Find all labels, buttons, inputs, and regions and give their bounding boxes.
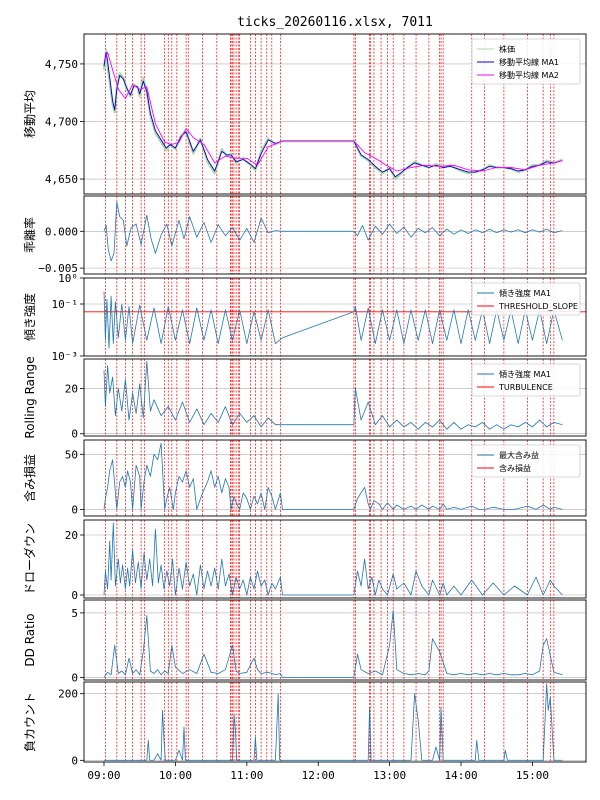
- y-tick-label: 4,650: [45, 173, 78, 186]
- series-line-移動平均線 MA2: [103, 51, 563, 172]
- panel-plot-area: [84, 278, 586, 356]
- series-line-傾き強度 MA1: [103, 291, 563, 349]
- x-tick-label: 09:00: [87, 769, 120, 782]
- panel-frame: [83, 33, 587, 195]
- y-tick-label: 4,700: [45, 115, 78, 128]
- y-tick-label: 0: [71, 503, 78, 516]
- legend-entry: 傾き強度 MA1: [499, 288, 551, 298]
- panel-8: 0 200 負カウント: [23, 681, 587, 767]
- y-axis-label: 傾き強度: [22, 293, 37, 341]
- legend-entry: 移動平均線 MA1: [499, 57, 559, 67]
- legend-box: [471, 363, 581, 397]
- panel-frame: [83, 681, 587, 763]
- panel-frame: [83, 358, 587, 437]
- y-axis-label: 乖離率: [22, 217, 37, 253]
- legend-entry: THRESHOLD_SLOPE: [498, 302, 578, 311]
- series-line-DD Ratio: [103, 609, 563, 678]
- x-tick-label: 10:00: [159, 769, 192, 782]
- x-tick-label: 15:00: [516, 769, 549, 782]
- panel-plot-area: [84, 359, 586, 436]
- panel-plot-area: [84, 196, 586, 274]
- panel-frame: [83, 195, 587, 275]
- panel-7: 0 5 DD Ratio: [23, 599, 587, 684]
- series-line-Rolling Range: [103, 360, 563, 430]
- x-axis: 09:00 10:00 11:00 12:00 13:00 14:00 15:00: [87, 762, 549, 782]
- y-tick-label: 0.000: [45, 225, 78, 238]
- x-tick-label: 11:00: [230, 769, 263, 782]
- y-tick-label: 20: [65, 382, 78, 395]
- y-tick-label: 5: [71, 607, 78, 620]
- y-axis-label: 含み損益: [22, 454, 37, 502]
- legend: 傾き強度 MA1 THRESHOLD_SLOPE: [471, 282, 581, 316]
- legend-entry: TURBULENCE: [498, 383, 553, 392]
- legend-box: [471, 444, 581, 478]
- legend-box: [471, 282, 581, 316]
- x-tick-label: 12:00: [302, 769, 335, 782]
- y-tick-label: 10⁻³: [52, 350, 79, 363]
- legend-entry: 移動平均線 MA2: [499, 70, 559, 80]
- panel-frame: [83, 439, 587, 517]
- panel-plot-area: [84, 600, 586, 680]
- panel-plot-area: [84, 682, 586, 762]
- panel-plot-area: [84, 520, 586, 598]
- panel-4: 0 20 Rolling Range 傾き強度 MA1 TURBULENCE: [23, 356, 587, 441]
- y-tick-label: 200: [58, 688, 78, 701]
- y-axis-label: 移動平均: [23, 90, 37, 138]
- legend-entry: 最大含み益: [499, 450, 539, 460]
- panel-frame: [83, 599, 587, 681]
- legend: 傾き強度 MA1 TURBULENCE: [471, 363, 581, 397]
- y-tick-label: 0: [71, 671, 78, 684]
- y-tick-label: 50: [65, 448, 78, 461]
- panel-plot-area: [84, 34, 586, 194]
- y-axis-label: 負カウント: [23, 692, 37, 752]
- y-tick-label: 4,750: [45, 58, 78, 71]
- y-tick-label: 0: [71, 589, 78, 602]
- panel-frame: [83, 519, 587, 599]
- y-axis-label: DD Ratio: [23, 613, 37, 666]
- legend-entry: 傾き強度 MA1: [499, 369, 551, 379]
- panel-2: −0.005 0.000 乖離率: [22, 195, 587, 275]
- series-line-負カウント: [104, 683, 563, 761]
- series-line-含み損益: [103, 442, 563, 510]
- x-tick-label: 13:00: [373, 769, 406, 782]
- series-line-ドローダウン: [103, 522, 563, 596]
- series-line-乖離率: [103, 201, 563, 262]
- y-tick-label: −0.005: [38, 262, 78, 275]
- y-tick-label: 20: [65, 529, 78, 542]
- legend-entry: 株価: [499, 44, 515, 54]
- chart-title: ticks_20260116.xlsx, 7011: [237, 15, 433, 30]
- y-axis-label: ドローダウン: [22, 523, 37, 595]
- panel-frame: [83, 277, 587, 357]
- y-tick-label: 0: [71, 754, 78, 767]
- y-tick-label: 10⁻¹: [52, 298, 79, 311]
- panel-6: 0 20 ドローダウン: [22, 519, 587, 602]
- legend-entry: 含み損益: [499, 463, 531, 473]
- panel-3: 10⁻³ 10⁻¹ 10⁰ 傾き強度 傾き強度 MA1 THRESHOLD_SLOPE: [22, 272, 587, 363]
- y-axis-label: Rolling Range: [23, 356, 37, 438]
- y-tick-label: 10⁰: [58, 272, 78, 285]
- x-tick-label: 14:00: [444, 769, 477, 782]
- legend-box: [471, 38, 581, 85]
- y-tick-label: 0: [71, 428, 78, 441]
